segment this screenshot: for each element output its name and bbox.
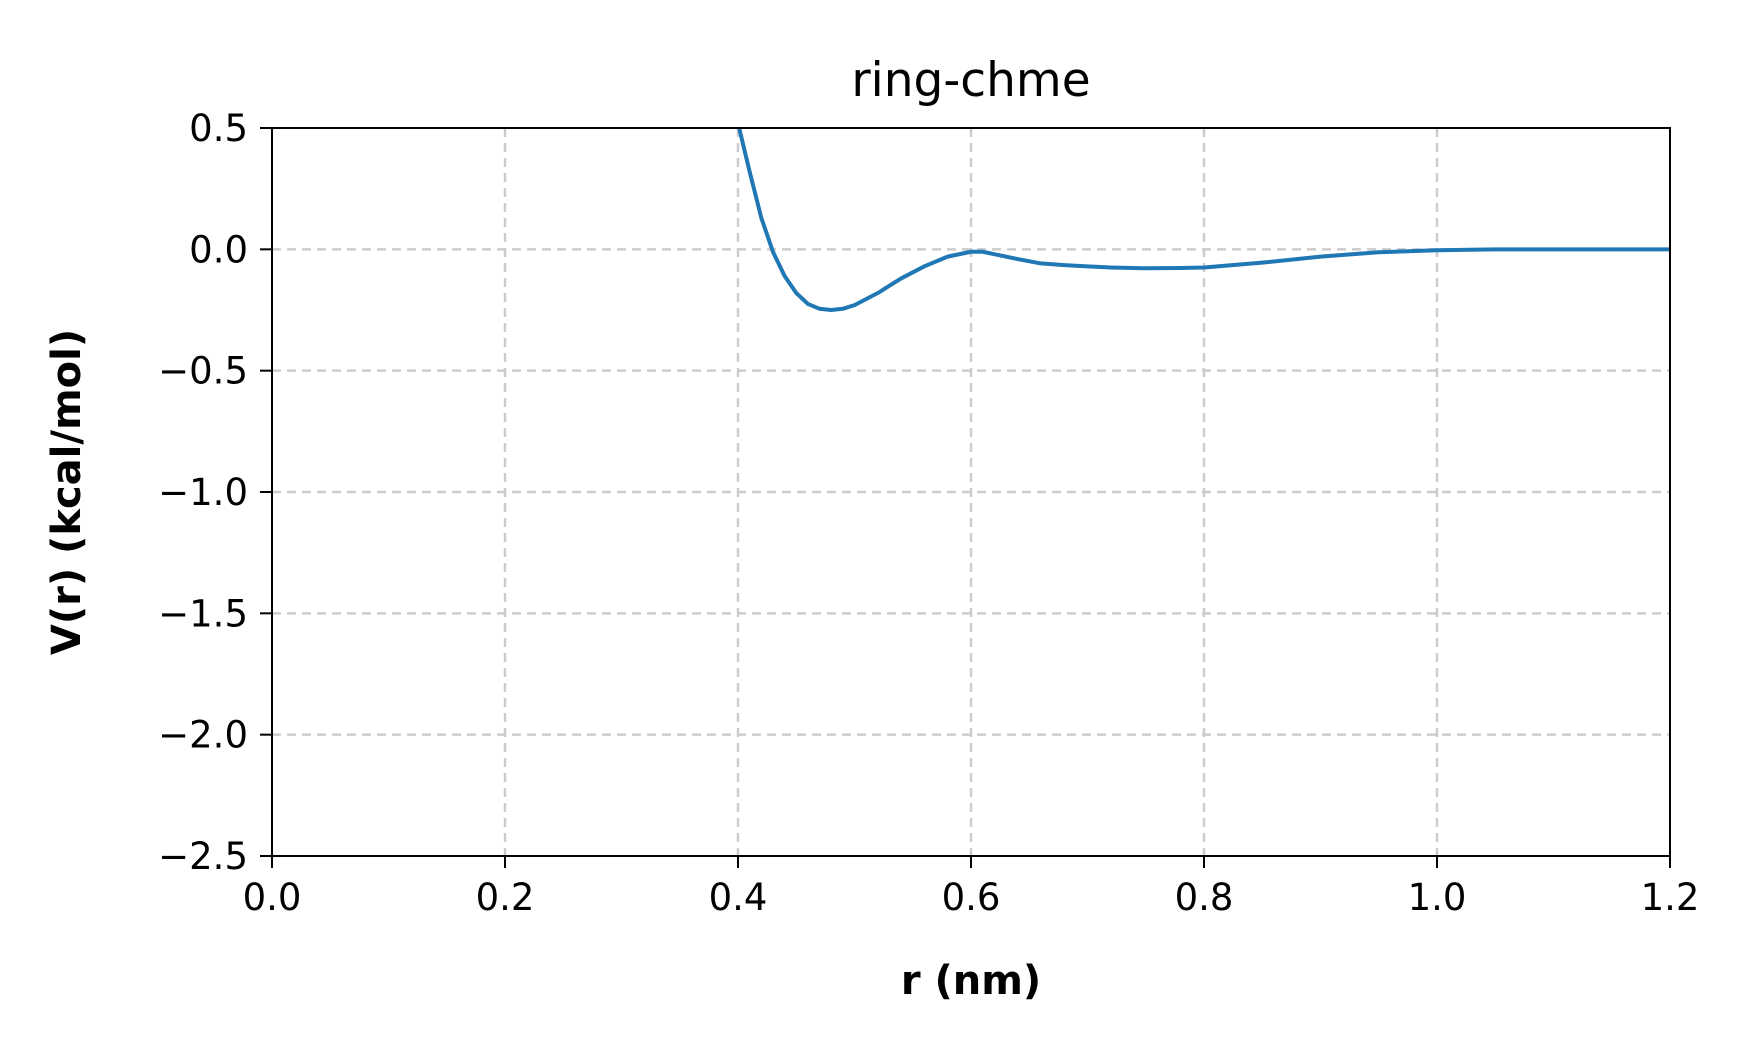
x-tick-label: 1.2 [1641, 876, 1700, 919]
y-tick-label: −1.5 [158, 592, 248, 635]
x-tick-label: 0.8 [1175, 876, 1234, 919]
x-tick-label: 1.0 [1408, 876, 1467, 919]
x-tick-label: 0.0 [243, 876, 302, 919]
y-tick-label: −2.5 [158, 835, 248, 878]
grid [272, 128, 1670, 856]
y-tick-label: −1.0 [158, 471, 248, 514]
series-line-0 [737, 128, 1670, 312]
y-tick-label: 0.5 [189, 107, 248, 150]
x-tick-label: 0.4 [709, 876, 768, 919]
y-tick-label: 0.0 [189, 228, 248, 271]
axis-ticks: 0.0 0.2 0.4 0.6 0.8 1.0 1.2 0.5 0.0 −0.5 −1.0 −1.5 −… [158, 107, 1699, 919]
plot-series [737, 128, 1670, 312]
y-tick-label: −0.5 [158, 350, 248, 393]
x-tick-label: 0.2 [476, 876, 535, 919]
chart-title: ring-chme [851, 53, 1090, 108]
y-tick-label: −2.0 [158, 714, 248, 757]
x-axis-label: r (nm) [901, 958, 1041, 1004]
x-tick-label: 0.6 [942, 876, 1001, 919]
y-axis-label: V(r) (kcal/mol) [44, 329, 90, 655]
